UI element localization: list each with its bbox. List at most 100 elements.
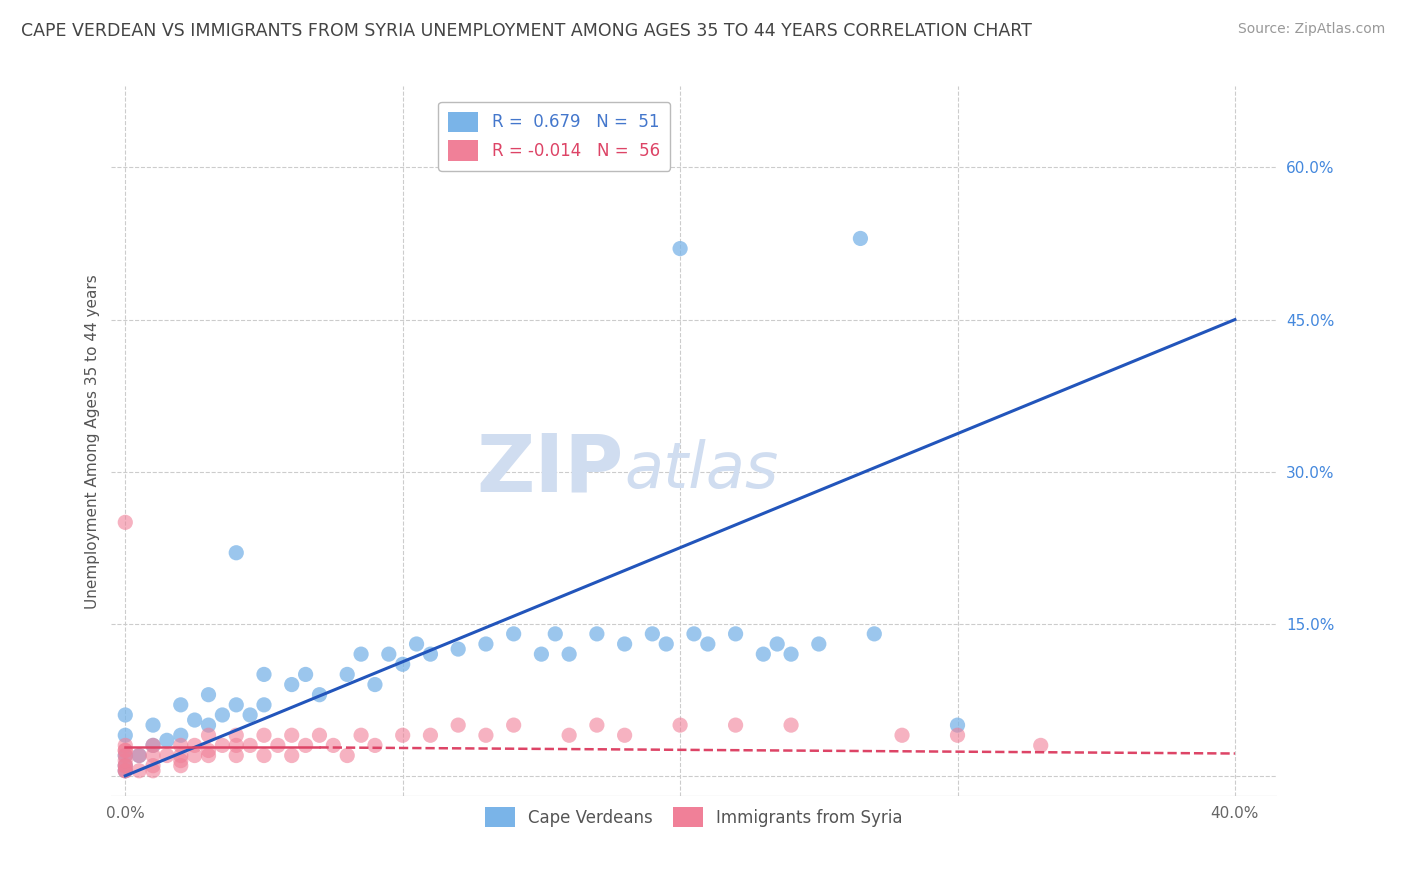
Point [405,637,427,651]
Point [724,627,747,641]
Point [863,627,886,641]
Point [364,739,387,753]
Point [253,748,276,763]
Text: CAPE VERDEAN VS IMMIGRANTS FROM SYRIA UNEMPLOYMENT AMONG AGES 35 TO 44 YEARS COR: CAPE VERDEAN VS IMMIGRANTS FROM SYRIA UN… [21,22,1032,40]
Point [280,677,302,691]
Point [114,708,136,723]
Point [114,758,136,772]
Point [613,728,636,742]
Point [142,764,165,778]
Point [253,698,276,712]
Point [558,728,581,742]
Point [391,657,413,672]
Point [114,739,136,753]
Point [128,748,150,763]
Point [142,758,165,772]
Point [183,713,205,727]
Point [170,698,193,712]
Point [308,688,330,702]
Point [849,231,872,245]
Point [142,718,165,732]
Point [114,743,136,757]
Point [114,764,136,778]
Point [655,637,678,651]
Point [197,688,219,702]
Point [197,718,219,732]
Point [280,748,302,763]
Point [1029,739,1052,753]
Point [170,728,193,742]
Point [197,743,219,757]
Point [142,748,165,763]
Point [114,758,136,772]
Point [336,748,359,763]
Point [502,627,524,641]
Point [447,642,470,657]
Point [447,718,470,732]
Point [114,728,136,742]
Point [114,748,136,763]
Point [128,764,150,778]
Point [156,748,179,763]
Point [641,627,664,641]
Point [419,728,441,742]
Point [724,718,747,732]
Point [322,739,344,753]
Y-axis label: Unemployment Among Ages 35 to 44 years: Unemployment Among Ages 35 to 44 years [86,274,100,608]
Point [114,764,136,778]
Point [183,739,205,753]
Point [170,754,193,768]
Point [669,718,692,732]
Point [378,647,401,661]
Point [350,647,373,661]
Text: ZIP: ZIP [477,431,624,508]
Point [669,242,692,256]
Point [766,637,789,651]
Point [142,739,165,753]
Point [225,698,247,712]
Point [280,728,302,742]
Point [170,739,193,753]
Point [170,758,193,772]
Point [364,677,387,691]
Point [946,718,969,732]
Point [613,637,636,651]
Point [391,728,413,742]
Point [891,728,914,742]
Point [114,516,136,530]
Point [683,627,706,641]
Point [586,718,609,732]
Point [294,739,316,753]
Point [114,748,136,763]
Point [807,637,830,651]
Point [225,748,247,763]
Point [211,739,233,753]
Point [197,728,219,742]
Point [114,743,136,757]
Point [114,754,136,768]
Point [211,708,233,723]
Point [142,739,165,753]
Point [225,546,247,560]
Text: atlas: atlas [624,439,779,500]
Point [267,739,290,753]
Point [197,748,219,763]
Point [128,748,150,763]
Point [253,667,276,681]
Point [114,758,136,772]
Point [183,748,205,763]
Point [225,728,247,742]
Point [294,667,316,681]
Point [170,748,193,763]
Point [336,667,359,681]
Point [752,647,775,661]
Point [239,739,262,753]
Point [419,647,441,661]
Point [225,739,247,753]
Point [475,637,498,651]
Point [696,637,718,651]
Point [530,647,553,661]
Text: Source: ZipAtlas.com: Source: ZipAtlas.com [1237,22,1385,37]
Point [114,764,136,778]
Point [780,647,803,661]
